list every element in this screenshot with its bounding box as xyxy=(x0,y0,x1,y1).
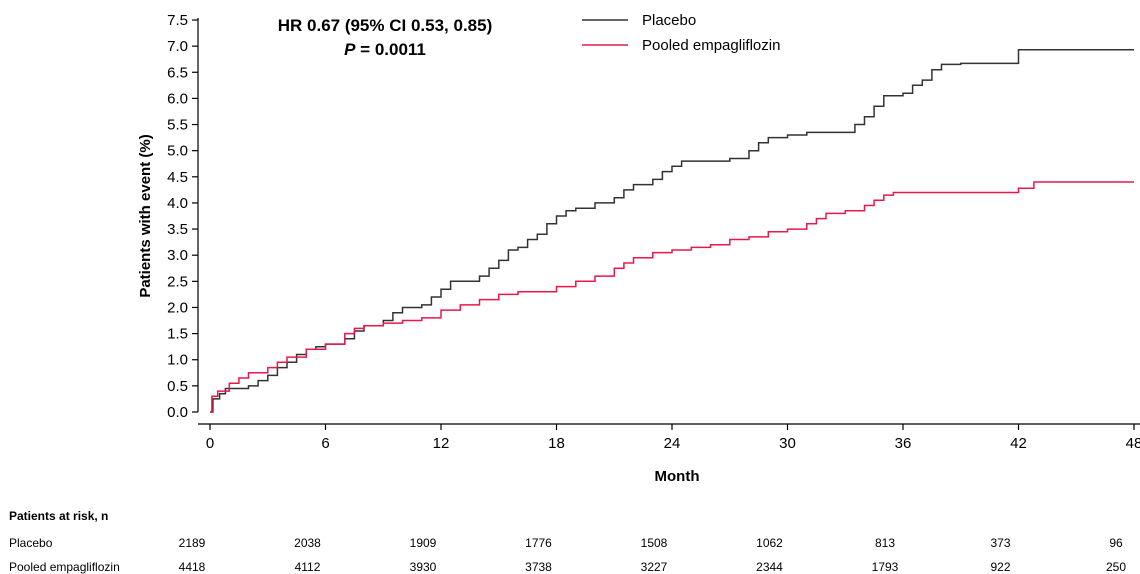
x-tick-label: 6 xyxy=(321,435,329,452)
p-value: = 0.0011 xyxy=(355,40,425,59)
legend-label-empagliflozin: Pooled empagliflozin xyxy=(642,37,780,54)
legend: Placebo Pooled empagliflozin xyxy=(582,12,780,54)
risk-value: 3930 xyxy=(410,560,437,574)
series-line-empagliflozin xyxy=(210,181,1134,413)
x-tick-label: 24 xyxy=(664,435,681,452)
risk-table-title: Patients at risk, n xyxy=(9,509,108,523)
x-tick-label: 42 xyxy=(1010,435,1027,452)
y-tick-label: 1.0 xyxy=(167,352,188,369)
x-tick-label: 0 xyxy=(206,435,214,452)
risk-value: 3227 xyxy=(641,560,668,574)
y-tick-label: 5.5 xyxy=(167,117,188,134)
risk-value: 1062 xyxy=(756,536,783,550)
risk-value: 813 xyxy=(875,536,895,550)
y-tick-label: 7.5 xyxy=(167,12,188,29)
y-tick-label: 2.5 xyxy=(167,273,188,290)
risk-value: 3738 xyxy=(525,560,552,574)
y-tick-label: 3.0 xyxy=(167,247,188,264)
risk-row-label-placebo: Placebo xyxy=(9,536,53,550)
y-tick-label: 5.0 xyxy=(167,143,188,160)
risk-value: 1909 xyxy=(410,536,437,550)
y-axis-ticks: 0.0 0.5 1.0 1.5 2.0 2.5 3.0 3.5 4.0 4.5 5.0 5.5 6.0 6… xyxy=(167,12,198,421)
y-tick-label: 3.5 xyxy=(167,221,188,238)
risk-value: 1776 xyxy=(525,536,552,550)
risk-row-label-empagliflozin: Pooled empagliflozin xyxy=(9,560,120,574)
x-tick-label: 18 xyxy=(548,435,565,452)
risk-value: 2038 xyxy=(294,536,321,550)
risk-value: 373 xyxy=(990,536,1010,550)
y-tick-label: 4.0 xyxy=(167,195,188,212)
risk-value: 1793 xyxy=(872,560,899,574)
x-axis-title: Month xyxy=(655,468,700,485)
x-axis-ticks: 0 6 12 18 24 30 36 42 48 xyxy=(206,424,1140,452)
x-tick-label: 30 xyxy=(779,435,796,452)
x-tick-label: 12 xyxy=(433,435,450,452)
risk-value: 922 xyxy=(990,560,1010,574)
y-tick-label: 7.0 xyxy=(167,38,188,55)
y-tick-label: 6.0 xyxy=(167,90,188,107)
x-tick-label: 48 xyxy=(1126,435,1140,452)
p-symbol: P xyxy=(344,40,356,59)
y-tick-label: 1.5 xyxy=(167,326,188,343)
y-tick-label: 0.0 xyxy=(167,404,188,421)
y-tick-label: 6.5 xyxy=(167,64,188,81)
risk-value: 4112 xyxy=(295,560,321,574)
legend-label-placebo: Placebo xyxy=(642,12,696,29)
y-axis-title: Patients with event (%) xyxy=(137,134,154,297)
series-layer xyxy=(210,49,1134,413)
risk-value: 2344 xyxy=(756,560,783,574)
risk-value: 1508 xyxy=(641,536,668,550)
risk-value: 2189 xyxy=(179,536,206,550)
risk-value: 96 xyxy=(1109,536,1123,550)
p-value-annotation: P = 0.0011 xyxy=(344,40,426,59)
y-tick-label: 0.5 xyxy=(167,378,188,395)
y-tick-label: 4.5 xyxy=(167,169,188,186)
risk-value: 250 xyxy=(1106,560,1126,574)
risk-table-values: 2189 2038 1909 1776 1508 1062 813 373 96 4418 4112… xyxy=(179,536,1127,574)
y-tick-label: 2.0 xyxy=(167,299,188,316)
series-line-placebo xyxy=(210,49,1134,413)
hazard-ratio-annotation: HR 0.67 (95% CI 0.53, 0.85) xyxy=(278,16,493,35)
risk-value: 4418 xyxy=(179,560,206,574)
x-tick-label: 36 xyxy=(895,435,912,452)
